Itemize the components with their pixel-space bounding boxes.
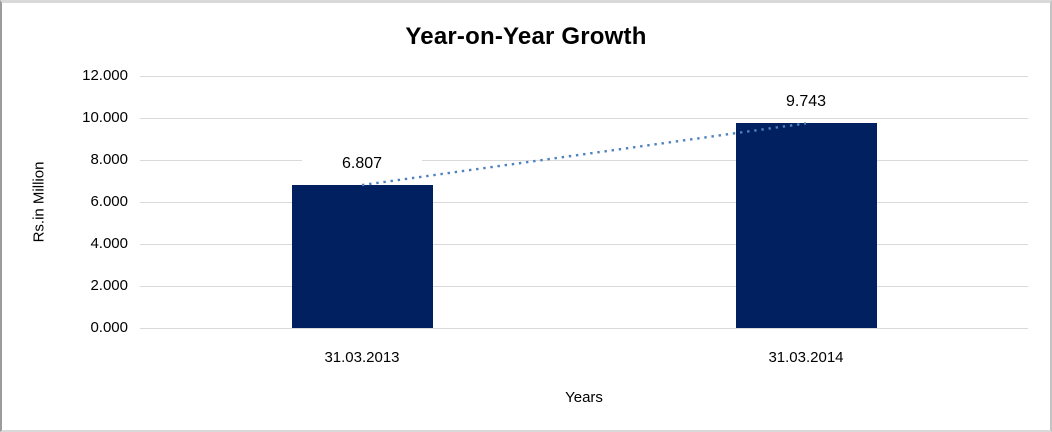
gridline xyxy=(140,118,1028,119)
trendline xyxy=(361,122,807,187)
gridline xyxy=(140,160,1028,161)
gridline xyxy=(140,286,1028,287)
x-axis-tick-labels: 31.03.2013 31.03.2014 xyxy=(140,348,1028,368)
gridline xyxy=(140,76,1028,77)
gridline xyxy=(140,244,1028,245)
gridline xyxy=(140,202,1028,203)
bar-31.03.2014 xyxy=(735,123,877,328)
y-tick-label: 6.000 xyxy=(90,193,128,210)
value-label: 9.743 xyxy=(746,93,866,112)
y-axis-tick-labels: 0.000 2.000 4.000 6.000 8.000 10.000 12.000 xyxy=(2,67,128,336)
bar-31.03.2013 xyxy=(291,185,433,328)
value-label: 6.807 xyxy=(302,155,422,174)
y-tick-label: 12.000 xyxy=(82,67,128,84)
gridline xyxy=(140,328,1028,329)
chart-title: Year-on-Year Growth xyxy=(405,23,647,50)
y-tick-label: 8.000 xyxy=(90,151,128,168)
y-tick-label: 0.000 xyxy=(90,319,128,336)
x-tick-label: 31.03.2013 xyxy=(324,349,400,366)
y-tick-label: 4.000 xyxy=(90,235,128,252)
plot-area: 6.807 9.743 xyxy=(140,76,1028,329)
y-tick-label: 2.000 xyxy=(90,277,128,294)
x-axis-title: Years xyxy=(565,389,603,406)
y-tick-label: 10.000 xyxy=(82,109,128,126)
x-tick-label: 31.03.2014 xyxy=(768,349,844,366)
